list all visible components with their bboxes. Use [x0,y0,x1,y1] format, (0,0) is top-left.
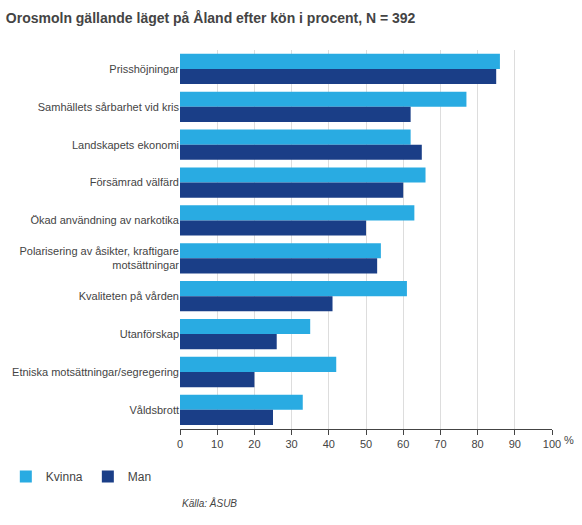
svg-text:Ökad användning av narkotika: Ökad användning av narkotika [30,214,179,226]
svg-text:50: 50 [360,438,372,450]
svg-text:Kvinna: Kvinna [46,470,83,484]
svg-text:Prisshöjningar: Prisshöjningar [109,63,179,75]
svg-text:0: 0 [177,438,183,450]
svg-text:90: 90 [509,438,521,450]
svg-text:80: 80 [471,438,483,450]
svg-text:Landskapets ekonomi: Landskapets ekonomi [72,139,179,151]
svg-text:Kvaliteten på vården: Kvaliteten på vården [79,290,179,302]
svg-text:Försämrad välfärd: Försämrad välfärd [90,176,179,188]
svg-text:10: 10 [211,438,223,450]
svg-text:100: 100 [543,438,561,450]
svg-text:Källa: ÅSUB: Källa: ÅSUB [182,497,237,509]
svg-text:20: 20 [248,438,260,450]
svg-text:40: 40 [323,438,335,450]
svg-text:Man: Man [128,470,151,484]
svg-text:70: 70 [434,438,446,450]
svg-text:Etniska motsättningar/segreger: Etniska motsättningar/segregering [12,366,179,378]
svg-text:%: % [564,434,574,446]
svg-text:60: 60 [397,438,409,450]
svg-text:Samhällets sårbarhet vid kris: Samhällets sårbarhet vid kris [38,101,180,113]
svg-text:Våldsbrott: Våldsbrott [129,404,179,416]
svg-text:30: 30 [285,438,297,450]
svg-text:Utanförskap: Utanförskap [120,328,179,340]
svg-text:Polarisering av åsikter, kraft: Polarisering av åsikter, kraftigaremotsä… [19,245,179,271]
svg-text:Orosmoln gällande läget på Åla: Orosmoln gällande läget på Åland efter k… [6,10,416,26]
